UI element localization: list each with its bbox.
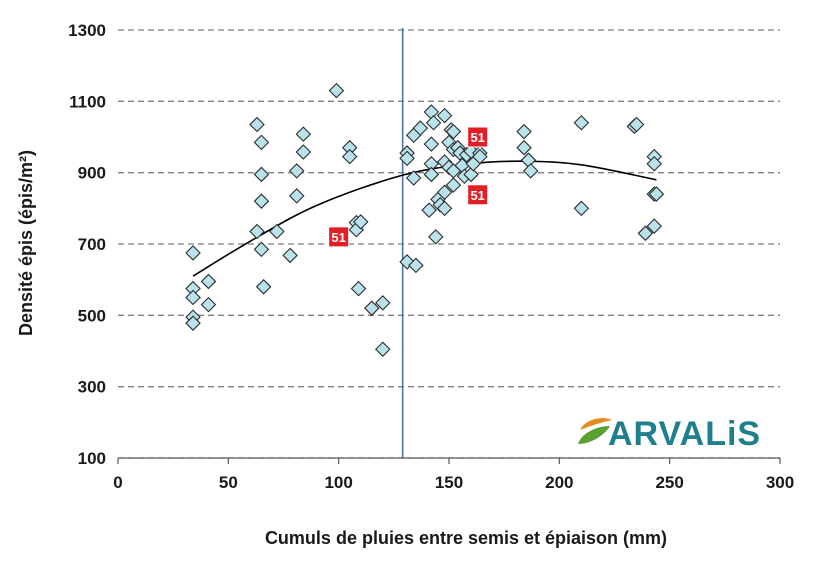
data-point — [363, 300, 380, 316]
data-point — [375, 341, 391, 357]
data-point — [352, 214, 369, 230]
x-tick-label: 150 — [435, 473, 463, 492]
data-point — [253, 241, 270, 258]
data-point — [463, 166, 479, 183]
data-point — [425, 114, 442, 131]
x-axis-ticks: 0 50 100 150 200 250 300 — [113, 458, 794, 492]
data-point — [427, 229, 444, 245]
badge-label: 51 — [470, 130, 484, 145]
data-point — [269, 223, 285, 240]
data-point — [522, 163, 539, 179]
y-axis-ticks: 100 300 500 700 900 1100 1300 — [68, 21, 106, 468]
data-point — [423, 104, 440, 120]
data-point — [436, 184, 453, 201]
x-tick-label: 300 — [766, 473, 794, 492]
highlight-badge: 51 — [467, 184, 489, 206]
x-tick-label: 250 — [655, 473, 683, 492]
highlight-badge: 51 — [328, 226, 350, 248]
data-point — [255, 279, 272, 295]
data-point — [185, 289, 201, 306]
data-point — [375, 295, 391, 311]
data-point — [516, 139, 532, 156]
data-points — [185, 82, 665, 357]
data-point — [445, 123, 462, 140]
data-point — [628, 116, 645, 133]
badge-box — [467, 184, 489, 206]
data-point — [185, 245, 201, 261]
y-tick-label: 500 — [78, 306, 106, 325]
highlight-badge: 51 — [467, 126, 489, 148]
badge-box — [467, 126, 489, 148]
data-point — [295, 144, 312, 160]
data-point — [421, 202, 437, 218]
data-point — [185, 315, 201, 331]
x-tick-label: 200 — [545, 473, 573, 492]
data-point — [253, 166, 270, 183]
x-axis-title: Cumuls de pluies entre semis et épiaison… — [265, 528, 667, 548]
badge-box — [328, 226, 350, 248]
data-point — [249, 223, 265, 240]
y-tick-label: 700 — [78, 235, 106, 254]
gridlines — [118, 29, 780, 459]
leaf-logo-icon — [578, 418, 612, 444]
logo-text: ARVALiS — [608, 415, 761, 453]
x-tick-label: 50 — [219, 473, 238, 492]
data-point — [423, 136, 440, 152]
highlighted-points: 51 51 51 — [328, 126, 489, 248]
data-point — [516, 123, 532, 140]
data-point — [405, 170, 422, 186]
data-point — [408, 257, 424, 274]
data-point — [399, 150, 415, 167]
data-point — [350, 280, 367, 297]
arvalis-logo: ARVALiS — [578, 415, 761, 453]
data-point — [253, 193, 270, 209]
y-tick-label: 1100 — [69, 92, 106, 111]
y-axis-title: Densité épis (épis/m²) — [16, 150, 36, 336]
data-point — [200, 296, 217, 313]
data-point — [341, 148, 358, 165]
data-point — [412, 120, 429, 136]
data-point — [282, 247, 298, 264]
data-point — [295, 126, 312, 142]
data-point — [288, 188, 305, 204]
data-point — [573, 200, 590, 217]
x-tick-label: 0 — [113, 473, 122, 492]
trendline — [192, 160, 657, 277]
y-tick-label: 900 — [78, 164, 106, 183]
data-point — [646, 155, 662, 172]
x-tick-label: 100 — [324, 473, 352, 492]
data-point — [436, 200, 453, 217]
data-point — [328, 82, 345, 99]
data-point — [573, 114, 590, 131]
data-point — [637, 225, 654, 242]
data-point — [423, 166, 440, 183]
y-tick-label: 100 — [78, 449, 106, 468]
y-tick-label: 300 — [78, 378, 106, 397]
data-point — [253, 134, 270, 151]
data-point — [249, 116, 265, 133]
data-point — [648, 186, 665, 202]
y-tick-label: 1300 — [68, 21, 106, 40]
data-point — [445, 177, 462, 193]
data-point — [646, 218, 662, 234]
data-point — [436, 107, 453, 124]
badge-label: 51 — [470, 188, 484, 203]
data-point — [472, 148, 488, 165]
badge-label: 51 — [331, 230, 345, 245]
data-point — [200, 273, 217, 290]
data-point — [520, 152, 537, 168]
data-point — [288, 163, 305, 179]
